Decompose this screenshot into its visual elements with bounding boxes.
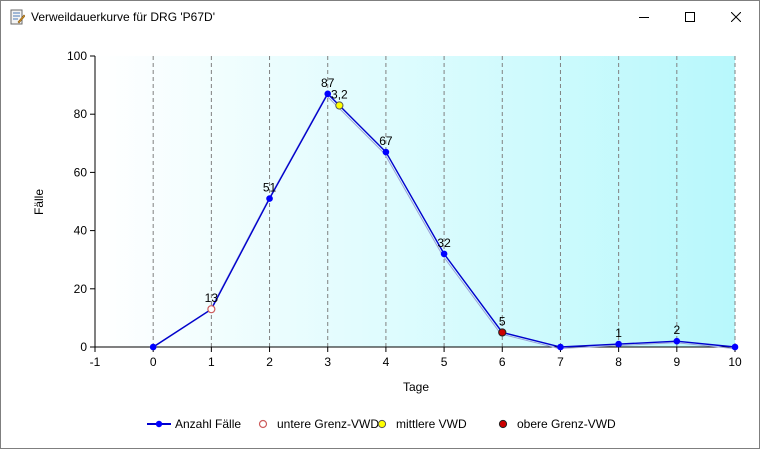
data-point <box>557 343 564 351</box>
mean-stay-marker <box>335 101 344 110</box>
window-title: Verweildauerkurve für DRG 'P67D' <box>31 10 215 24</box>
data-point <box>673 337 681 345</box>
minimize-button[interactable] <box>621 1 667 32</box>
maximize-icon <box>685 11 695 22</box>
legend-swatch-upper <box>498 419 508 429</box>
data-point <box>324 90 332 98</box>
lower-limit-marker <box>207 305 216 314</box>
x-tick-label: 2 <box>266 355 273 369</box>
y-tick-label: 80 <box>74 107 88 121</box>
y-tick-label: 40 <box>74 224 88 238</box>
data-point <box>382 148 390 156</box>
maximize-button[interactable] <box>667 1 713 32</box>
upper-limit-marker <box>498 328 507 337</box>
stay-duration-markers: 3,2 <box>207 87 507 337</box>
data-point <box>731 343 739 351</box>
legend-label-anzahl-faelle: Anzahl Fälle <box>175 417 241 431</box>
x-tick-label: -1 <box>90 355 101 369</box>
x-tick-label: 8 <box>615 355 622 369</box>
legend: Anzahl Fälle untere Grenz-VWD mittlere VWD… <box>147 417 616 431</box>
x-tick-label: 4 <box>383 355 390 369</box>
data-label: 32 <box>437 236 451 250</box>
mean-stay-label: 3,2 <box>331 87 348 101</box>
legend-swatch-mid <box>377 419 387 429</box>
x-tick-label: 5 <box>441 355 448 369</box>
data-label: 5 <box>499 314 506 328</box>
chart-document-icon <box>10 9 25 25</box>
minimize-icon <box>639 16 649 18</box>
data-point <box>615 340 622 348</box>
legend-label-obere: obere Grenz-VWD <box>517 417 616 431</box>
y-axis-label: Fälle <box>32 189 46 215</box>
x-tick-label: 6 <box>499 355 506 369</box>
legend-label-untere: untere Grenz-VWD <box>277 417 379 431</box>
data-point <box>440 250 448 258</box>
title-bar[interactable]: Verweildauerkurve für DRG 'P67D' <box>1 1 759 32</box>
x-tick-label: 10 <box>728 355 742 369</box>
data-label: 2 <box>673 323 680 337</box>
legend-marker-swatch <box>155 420 163 428</box>
data-label: 67 <box>379 134 393 148</box>
x-tick-label: 9 <box>673 355 680 369</box>
plot-background <box>95 56 735 347</box>
legend-label-mittlere: mittlere VWD <box>396 417 467 431</box>
data-label: 87 <box>321 76 335 90</box>
y-tick-label: 0 <box>80 340 87 354</box>
x-tick-label: 3 <box>324 355 331 369</box>
y-tick-label: 60 <box>74 165 88 179</box>
data-label: 13 <box>205 291 219 305</box>
x-tick-label: 1 <box>208 355 215 369</box>
data-label: 51 <box>263 181 277 195</box>
y-tick-label: 100 <box>67 49 87 63</box>
close-icon <box>731 11 741 22</box>
x-tick-label: 0 <box>150 355 157 369</box>
x-axis-label: Tage <box>403 380 429 394</box>
data-point <box>266 195 273 202</box>
legend-swatch-lower <box>258 419 268 429</box>
y-tick-label: 20 <box>74 282 88 296</box>
data-label: 1 <box>615 326 622 340</box>
x-tick-label: 7 <box>557 355 564 369</box>
data-point <box>149 343 157 351</box>
close-button[interactable] <box>713 1 759 32</box>
